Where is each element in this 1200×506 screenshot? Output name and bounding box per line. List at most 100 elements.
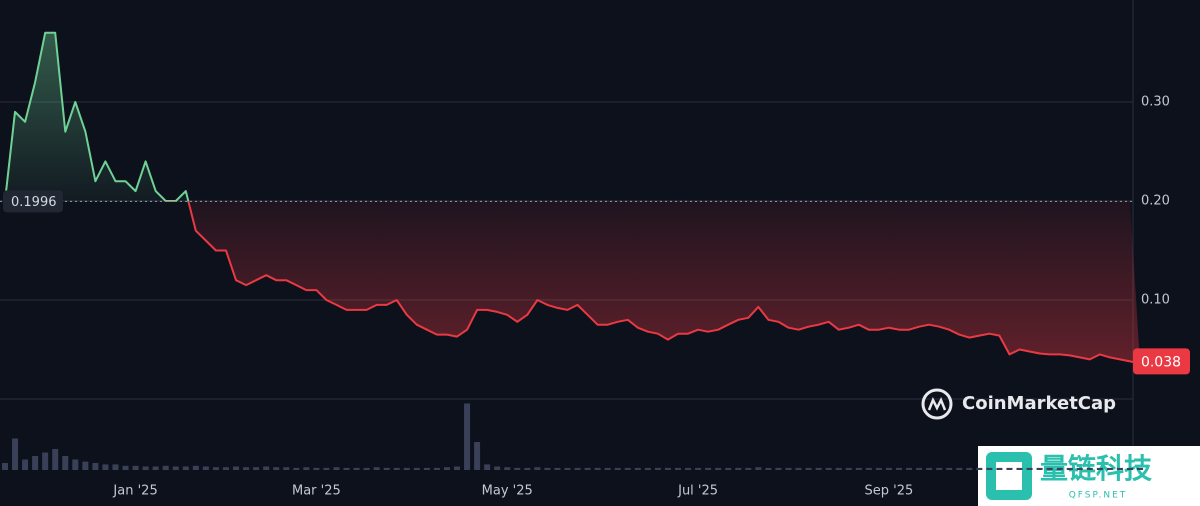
volume-bar <box>674 467 681 470</box>
volume-bar <box>1096 467 1103 470</box>
volume-bar <box>474 442 481 470</box>
volume-bar <box>393 467 400 470</box>
volume-bar <box>202 466 209 470</box>
reference-label: 0.1996 <box>11 195 57 210</box>
volume-bar <box>22 459 29 470</box>
volume-bar <box>454 466 461 470</box>
volume-bar <box>92 463 99 470</box>
volume-bar <box>1066 467 1073 470</box>
volume-bar <box>614 467 621 470</box>
volume-bar <box>946 467 953 470</box>
volume-bar <box>936 467 943 470</box>
x-tick-label: Mar '25 <box>292 484 341 499</box>
volume-bar <box>313 467 320 470</box>
volume-bar <box>333 467 340 470</box>
volume-bar <box>524 467 531 470</box>
volume-bar <box>624 467 631 470</box>
volume-bar <box>423 467 430 470</box>
volume-bar <box>1026 467 1033 470</box>
volume-bar <box>383 467 390 470</box>
volume-bar <box>12 438 19 470</box>
volume-bar <box>775 467 782 470</box>
volume-bar <box>755 467 762 470</box>
volume-bar <box>1036 467 1043 470</box>
volume-bar <box>263 466 270 470</box>
volume-bar <box>182 466 189 470</box>
volume-bar <box>1127 467 1133 470</box>
volume-bar <box>795 467 802 470</box>
volume-bar <box>1056 467 1063 470</box>
volume-bar <box>42 452 49 470</box>
volume-bar <box>885 467 892 470</box>
volume-bar <box>72 459 79 470</box>
volume-bar <box>233 466 240 470</box>
x-tick-label: Jul '25 <box>677 484 718 499</box>
volume-bar <box>192 465 199 470</box>
volume-bar <box>222 467 229 470</box>
y-tick-label: 0.10 <box>1141 292 1170 307</box>
volume-bar <box>253 467 260 470</box>
volume-bar <box>845 467 852 470</box>
volume-bar <box>986 467 993 470</box>
volume-bar <box>855 467 862 470</box>
volume-bar <box>112 464 119 470</box>
volume-bar <box>102 464 109 470</box>
volume-bar <box>162 465 169 470</box>
volume-bar <box>172 466 179 470</box>
x-tick-label: May '25 <box>482 484 533 499</box>
volume-bar <box>2 463 8 470</box>
volume-bar <box>785 467 792 470</box>
volume-bar <box>996 467 1003 470</box>
volume-bar <box>895 467 902 470</box>
volume-bar <box>514 467 521 470</box>
volume-bar <box>504 467 511 470</box>
volume-bar <box>403 467 410 470</box>
volume-bar <box>584 467 591 470</box>
volume-bar <box>815 467 822 470</box>
volume-bar <box>152 466 159 470</box>
y-tick-label: 0.20 <box>1141 193 1170 208</box>
volume-bar <box>664 467 671 470</box>
volume-bar <box>1016 467 1023 470</box>
volume-bar <box>765 467 772 470</box>
volume-bar <box>353 467 360 470</box>
volume-bar <box>142 466 149 470</box>
volume-bar <box>343 467 350 470</box>
volume-bar <box>283 467 290 470</box>
volume-bar <box>323 467 330 470</box>
volume-bar <box>1137 467 1144 470</box>
x-tick-label: Jan '25 <box>112 484 157 499</box>
volume-bar <box>916 467 923 470</box>
volume-bar <box>413 467 420 470</box>
volume-bar <box>1006 467 1013 470</box>
volume-bar <box>926 467 933 470</box>
volume-bar <box>564 467 571 470</box>
volume-bar <box>433 467 440 470</box>
volume-bar <box>363 467 370 470</box>
watermark: CoinMarketCap <box>962 393 1116 414</box>
current-price-label: 0.038 <box>1141 354 1181 370</box>
volume-bar <box>644 467 651 470</box>
current-price-box <box>1133 348 1190 375</box>
volume-bar <box>1106 467 1113 470</box>
volume-bar <box>534 467 541 470</box>
volume-bar <box>906 467 913 470</box>
volume-bar <box>1046 467 1053 470</box>
watermark-logo <box>921 388 953 420</box>
volume-bar <box>835 467 842 470</box>
volume-bar <box>212 467 219 470</box>
x-tick-label: Sep '25 <box>865 484 914 499</box>
volume-bar <box>956 467 963 470</box>
volume-bar <box>273 467 280 470</box>
reference-label-box <box>3 190 63 213</box>
volume-bar <box>1086 467 1093 470</box>
volume-bar <box>865 467 872 470</box>
volume-bar <box>604 467 611 470</box>
volume-bar <box>594 467 601 470</box>
volume-bar <box>484 464 491 470</box>
volume-bar <box>695 467 702 470</box>
volume-bar <box>875 467 882 470</box>
volume-bar <box>1116 467 1123 470</box>
volume-bar <box>32 456 39 470</box>
